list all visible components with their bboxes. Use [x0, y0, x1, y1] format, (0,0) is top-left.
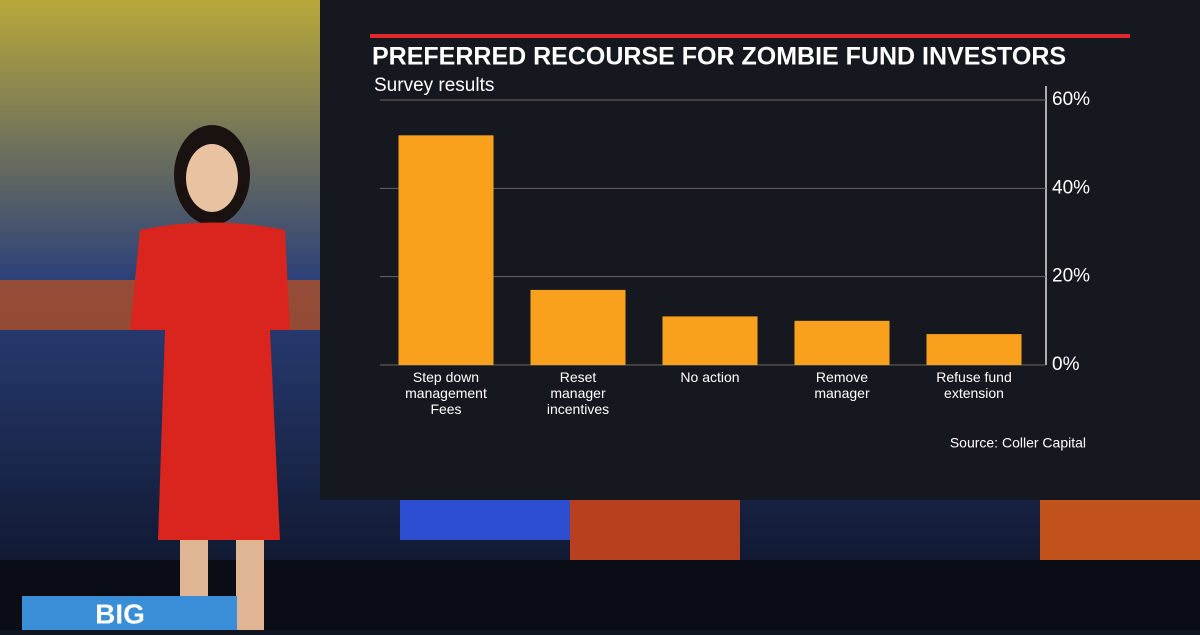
title-rule: [370, 34, 1130, 38]
presenter: [130, 125, 290, 630]
bar: [662, 316, 758, 365]
x-tick-label: Refuse fund extension: [936, 369, 1012, 401]
x-tick-label: Step down management Fees: [405, 369, 487, 417]
source: Source: Coller Capital: [950, 435, 1086, 451]
bar: [926, 334, 1022, 365]
y-tick-label: 20%: [1052, 266, 1090, 287]
x-tick-label-box: No action: [680, 369, 740, 385]
x-tick-label: Reset manager incentives: [546, 369, 610, 417]
logo-box: [22, 596, 237, 630]
bar: [794, 320, 890, 365]
y-tick-label: 40%: [1052, 177, 1090, 198]
chart-subtitle: Survey results: [374, 75, 494, 96]
x-tick-label-box: Refuse fund extension: [936, 369, 1012, 401]
x-tick-label: Remove manager: [814, 369, 870, 401]
y-tick-label: 0%: [1052, 354, 1080, 375]
logo: BIG: [95, 598, 145, 629]
x-tick-label-box: Reset manager incentives: [546, 369, 610, 417]
x-tick-label-box: Step down management Fees: [405, 369, 487, 417]
decor-block: [570, 490, 740, 570]
y-tick-label: 60%: [1052, 89, 1090, 110]
x-tick-label: No action: [680, 369, 740, 385]
bar: [398, 135, 494, 365]
chart-title: PREFERRED RECOURSE FOR ZOMBIE FUND INVES…: [372, 43, 1066, 71]
x-tick-label-box: Remove manager: [814, 369, 870, 401]
bar: [530, 289, 626, 365]
